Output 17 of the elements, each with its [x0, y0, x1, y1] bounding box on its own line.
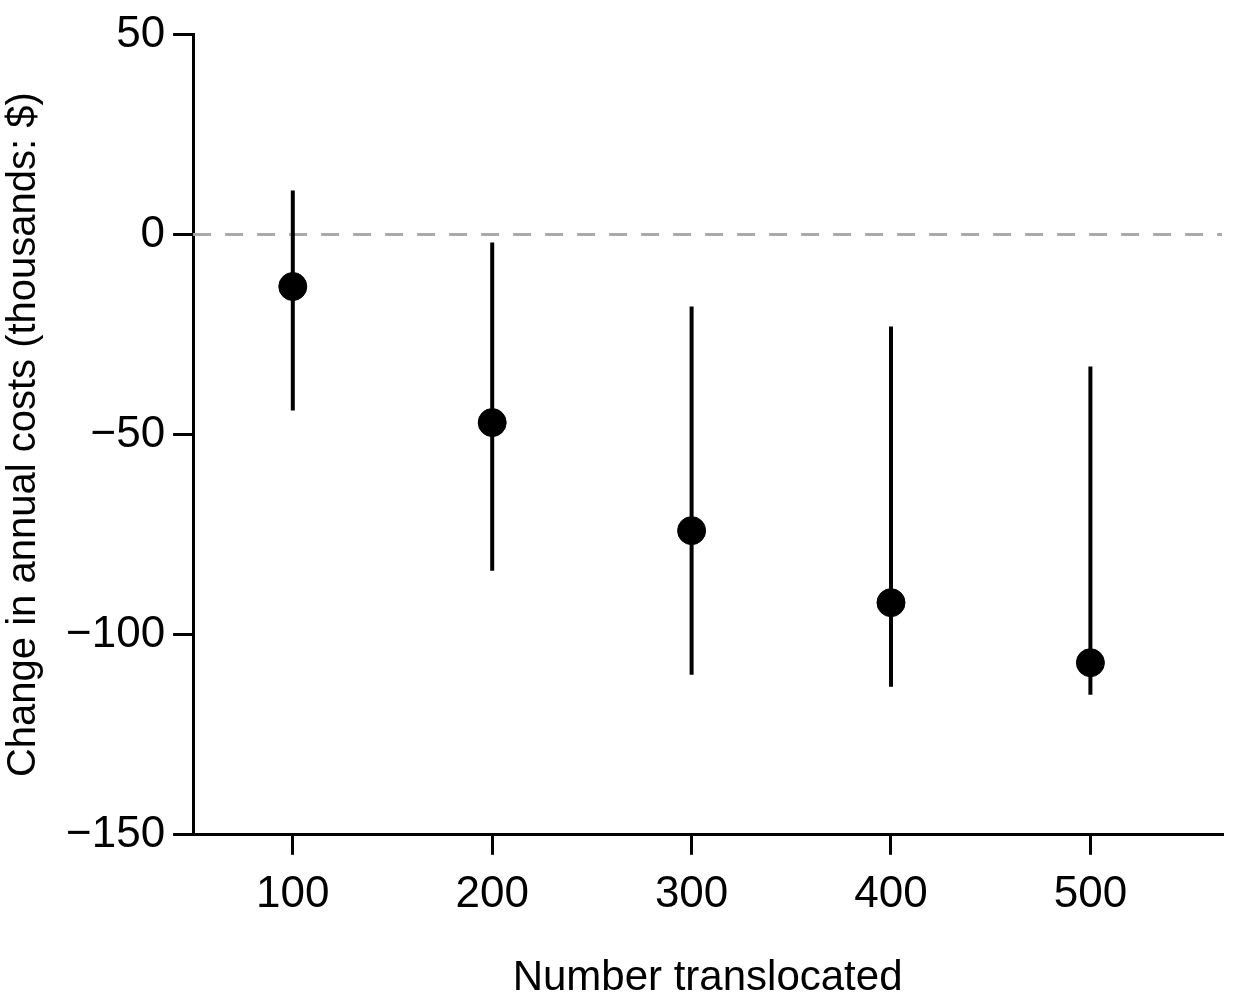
y-tick-label: −150: [66, 806, 166, 856]
x-tick-label: 200: [455, 867, 529, 917]
point: [677, 516, 707, 546]
y-tick-label: −100: [66, 606, 166, 656]
x-tick-label: 300: [654, 867, 729, 917]
y-tick-label: −50: [90, 406, 166, 456]
y-axis-title: Change in annual costs (thousands: $): [0, 92, 44, 778]
y-tick-label: 50: [116, 6, 166, 56]
x-tick-label: 500: [1053, 867, 1128, 917]
point: [278, 272, 308, 302]
point: [477, 408, 507, 438]
x-axis-title: Number translocated: [512, 952, 903, 1000]
point: [876, 588, 906, 618]
x-tick-label: 400: [854, 867, 928, 917]
point: [1075, 648, 1105, 678]
x-tick-label: 100: [256, 867, 330, 917]
y-tick-label: 0: [140, 206, 166, 256]
